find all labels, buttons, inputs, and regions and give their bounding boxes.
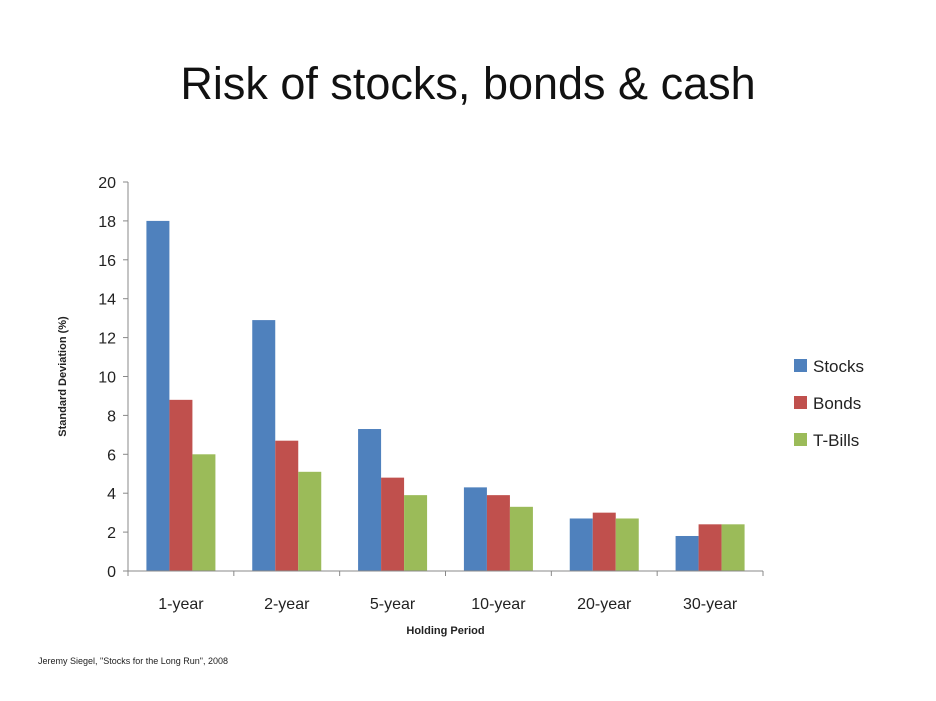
legend-label: Stocks [813,357,864,376]
bar-bonds [698,524,722,571]
bar-stocks [146,220,170,571]
x-tick-label: 5-year [370,596,416,613]
y-axis-title: Standard Deviation (%) [57,316,69,437]
x-tick-label: 30-year [683,596,738,613]
y-tick-label: 0 [107,564,116,581]
bar-stocks [463,487,487,571]
bar-stocks [252,320,276,571]
x-tick-label: 20-year [577,596,632,613]
y-tick-label: 16 [98,253,116,270]
y-axis-ticks: 0 2 4 6 8 10 12 14 16 18 20 [98,175,128,581]
x-axis-ticks: 1-year 2-year 5-year 10-year 20-year 30-year [127,571,764,613]
bar-t-bills [615,518,639,571]
bar-t-bills [192,454,216,571]
y-tick-label: 18 [98,214,116,231]
y-tick-label: 4 [107,486,116,503]
bar-t-bills [721,524,745,571]
slide-title: Risk of stocks, bonds & cash [180,58,756,109]
y-tick-label: 2 [107,525,116,542]
bar-stocks [675,535,699,571]
bar-t-bills [298,471,322,571]
x-tick-label: 1-year [158,596,204,613]
legend: Stocks Bonds T-Bills [794,357,864,450]
legend-label: Bonds [813,394,861,413]
legend-swatch [794,433,807,446]
bar-stocks [358,429,382,571]
bar-stocks [569,518,593,571]
bar-bonds [486,495,510,571]
y-tick-label: 8 [107,408,116,425]
x-tick-label: 10-year [471,596,526,613]
bar-bonds [169,399,193,571]
bar-t-bills [509,506,533,571]
y-tick-label: 20 [98,175,116,192]
y-tick-label: 6 [107,447,116,464]
bar-bonds [381,477,405,571]
y-tick-label: 14 [98,292,116,309]
x-tick-label: 2-year [264,596,310,613]
x-axis-title: Holding Period [406,625,484,637]
legend-swatch [794,396,807,409]
bars [146,220,745,571]
legend-swatch [794,359,807,372]
legend-label: T-Bills [813,431,859,450]
bar-t-bills [404,495,428,571]
y-tick-label: 10 [98,370,116,387]
source-note: Jeremy Siegel, "Stocks for the Long Run"… [38,656,228,666]
bar-bonds [275,440,299,571]
y-tick-label: 12 [98,331,116,348]
bar-bonds [592,512,616,571]
